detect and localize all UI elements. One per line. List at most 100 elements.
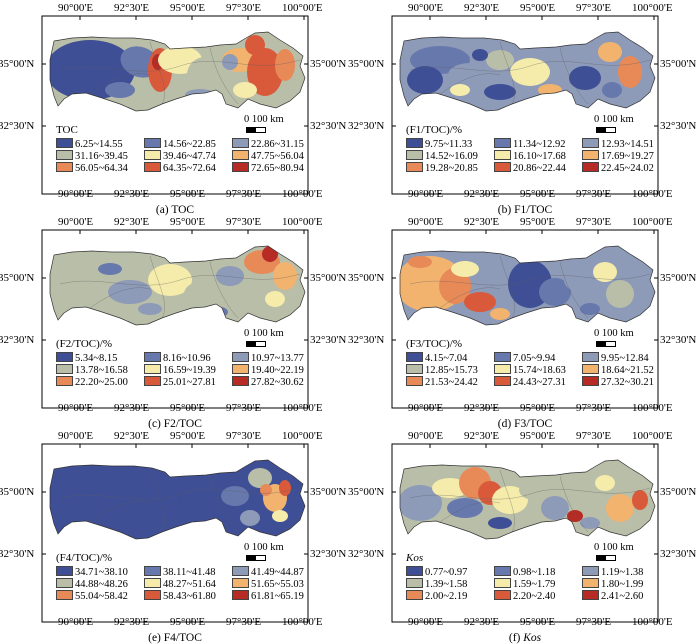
scale-bar-label: 0 100 km: [594, 542, 634, 553]
legend-item: 17.69~19.27: [582, 150, 654, 162]
legend-label: 44.88~48.26: [75, 579, 128, 590]
legend-item: 72.65~80.94: [232, 162, 304, 174]
value-zone: [606, 280, 634, 308]
lon-label-bottom: 100°00'E: [632, 188, 673, 200]
legend-swatch: [56, 376, 73, 386]
value-zone: [580, 517, 600, 529]
lon-label-bottom: 100°00'E: [282, 188, 323, 200]
lat-label-right: 32°30'N: [310, 120, 347, 132]
legend-swatch: [582, 364, 599, 374]
scale-bar: 0 100 km: [590, 114, 660, 138]
legend-swatch: [582, 150, 599, 160]
lon-label-top: 92°30'E: [464, 216, 500, 228]
legend-label: 22.20~25.00: [75, 377, 128, 388]
legend-swatch: [494, 352, 511, 362]
legend-label: 72.65~80.94: [251, 163, 304, 174]
scale-bar: 0 100 km: [240, 328, 310, 352]
legend-label: 2.20~2.40: [513, 591, 556, 602]
legend-swatch: [56, 566, 73, 576]
lon-label-top: 97°30'E: [226, 216, 262, 228]
lon-label-top: 95°00'E: [170, 2, 206, 14]
scale-bar: 0 100 km: [590, 328, 660, 352]
lat-label-right: 35°00'N: [660, 272, 697, 284]
value-zone: [408, 256, 432, 268]
legend-item: 4.15~7.04: [406, 352, 467, 364]
lat-label-right: 32°30'N: [660, 334, 697, 346]
legend-label: 56.05~64.34: [75, 163, 128, 174]
legend-item: 19.40~22.19: [232, 364, 304, 376]
caption-prefix: (d): [497, 418, 515, 430]
legend-title: (F3/TOC)/%: [406, 338, 463, 350]
lat-label-left: 32°30'N: [0, 334, 35, 346]
legend-label: 61.81~65.19: [251, 591, 304, 602]
legend-swatch: [56, 578, 73, 588]
legend-swatch: [582, 352, 599, 362]
lon-label-top: 92°30'E: [464, 430, 500, 442]
lon-label-bottom: 92°30'E: [464, 402, 500, 414]
value-zone: [447, 498, 483, 518]
legend-swatch: [494, 376, 511, 386]
lat-label-left: 32°30'N: [0, 120, 35, 132]
caption-title: F3/TOC: [514, 418, 553, 430]
legend-swatch: [406, 566, 423, 576]
legend-swatch: [494, 162, 511, 172]
legend-item: 55.04~58.42: [56, 590, 128, 602]
value-zone: [279, 480, 291, 496]
legend-swatch: [144, 590, 161, 600]
scale-bar-black-segment: [597, 128, 606, 132]
scale-bar-black-segment: [247, 128, 256, 132]
legend-label: 19.28~20.85: [425, 163, 478, 174]
scale-bar-graphic: [246, 341, 266, 347]
lon-label-bottom: 90°00'E: [408, 402, 444, 414]
legend-label: 18.64~21.52: [601, 365, 654, 376]
lat-label-right: 32°30'N: [660, 120, 697, 132]
lon-label-bottom: 95°00'E: [520, 188, 556, 200]
legend-swatch: [582, 162, 599, 172]
legend-label: 48.27~51.64: [163, 579, 216, 590]
legend-label: 1.19~1.38: [601, 567, 644, 578]
legend-label: 1.39~1.58: [425, 579, 468, 590]
legend-item: 34.71~38.10: [56, 566, 128, 578]
legend-label: 0.77~0.97: [425, 567, 468, 578]
legend-label: 2.41~2.60: [601, 591, 644, 602]
legend-swatch: [406, 162, 423, 172]
lon-label-top: 97°30'E: [576, 216, 612, 228]
lon-label-top: 100°00'E: [282, 430, 323, 442]
map-canvas: [41, 229, 309, 409]
legend-swatch: [582, 590, 599, 600]
legend-label: 5.34~8.15: [75, 353, 118, 364]
legend-label: 12.93~14.51: [601, 139, 654, 150]
value-zone: [180, 485, 220, 521]
river-lines: [59, 41, 301, 105]
lon-label-top: 92°30'E: [114, 2, 150, 14]
panel-caption: (e) F4/TOC: [0, 632, 350, 644]
value-zone: [138, 303, 162, 315]
lat-label-left: 35°00'N: [348, 272, 385, 284]
legend-swatch: [582, 578, 599, 588]
legend-item: 19.28~20.85: [406, 162, 478, 174]
map-canvas: [391, 229, 659, 409]
legend-label: 6.25~14.55: [75, 139, 123, 150]
panel-caption: (d) F3/TOC: [350, 418, 700, 430]
legend-swatch: [232, 578, 249, 588]
legend-label: 20.86~22.44: [513, 163, 566, 174]
legend-item: 0.98~1.18: [494, 566, 555, 578]
legend-item: 56.05~64.34: [56, 162, 128, 174]
value-zone: [400, 485, 442, 521]
legend-label: 58.43~61.80: [163, 591, 216, 602]
legend-item: 14.52~16.09: [406, 150, 478, 162]
legend-item: 48.27~51.64: [144, 578, 216, 590]
scale-bar-black-segment: [597, 556, 606, 560]
lon-label-bottom: 95°00'E: [520, 616, 556, 628]
study-region-raster: [400, 460, 655, 539]
lon-label-top: 90°00'E: [408, 430, 444, 442]
legend-label: 11.34~12.92: [513, 139, 566, 150]
panel-caption: (f) Kos: [350, 632, 700, 644]
lon-label-top: 97°30'E: [226, 2, 262, 14]
lon-label-top: 100°00'E: [632, 216, 673, 228]
legend-item: 1.19~1.38: [582, 566, 643, 578]
legend-item: 31.16~39.45: [56, 150, 128, 162]
legend-title: Kos: [406, 552, 424, 564]
map-panel-a: 90°00'E 90°00'E 92°30'E 92°30'E 95°00'E 95°00…: [0, 0, 350, 216]
lat-label-left: 32°30'N: [348, 334, 385, 346]
